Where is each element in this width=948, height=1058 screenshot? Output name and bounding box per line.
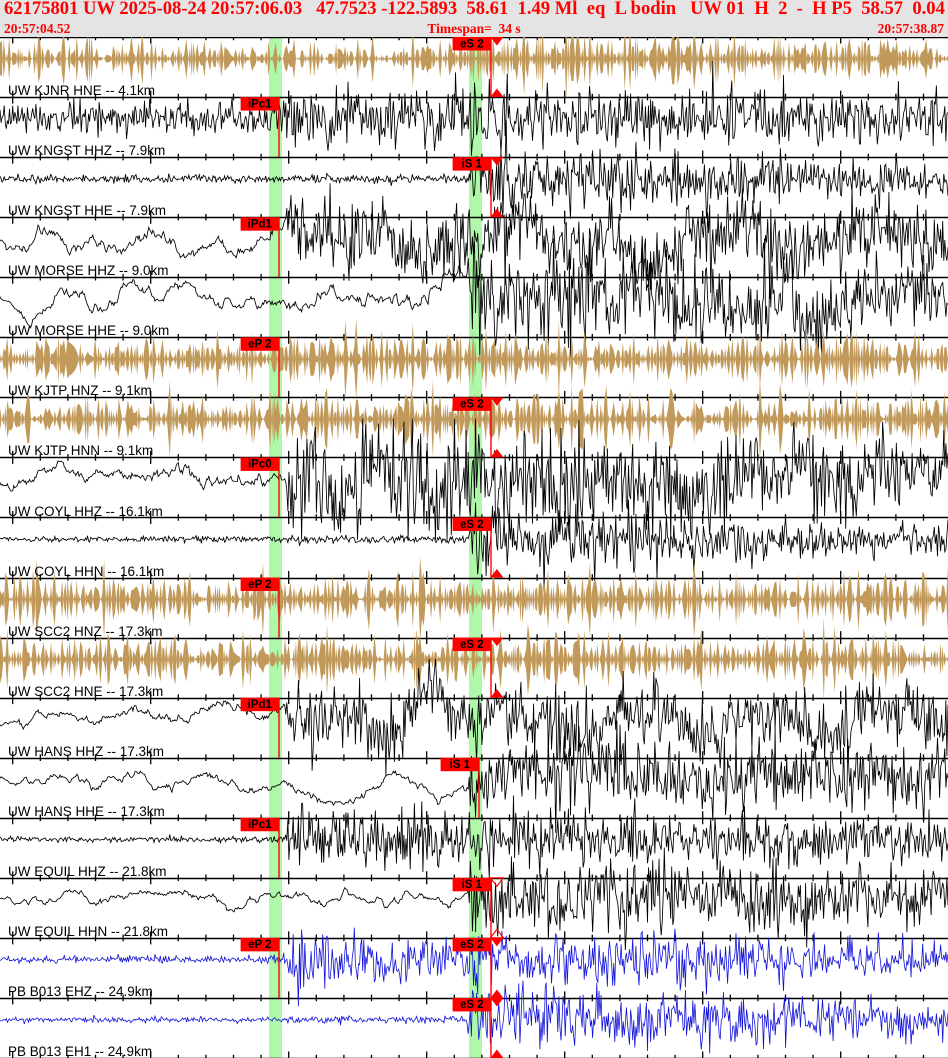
svg-text:iPc1: iPc1	[248, 98, 272, 110]
svg-text:iPd1: iPd1	[248, 218, 273, 230]
svg-text:eS 2: eS 2	[460, 519, 484, 531]
svg-text:iPc0: iPc0	[248, 459, 272, 471]
svg-text:iS 1: iS 1	[462, 158, 483, 170]
svg-text:eS 2: eS 2	[460, 999, 484, 1011]
svg-text:eS 2: eS 2	[460, 399, 484, 411]
svg-text:eS 2: eS 2	[460, 939, 484, 951]
svg-text:iS 1: iS 1	[462, 879, 483, 891]
svg-text:eP 2: eP 2	[248, 939, 271, 951]
svg-text:eP 2: eP 2	[248, 579, 271, 591]
svg-text:eS 2: eS 2	[460, 38, 484, 50]
svg-text:eS 2: eS 2	[460, 639, 484, 651]
svg-text:iPd1: iPd1	[248, 699, 273, 711]
svg-text:eP 2: eP 2	[248, 339, 271, 351]
svg-text:iPc1: iPc1	[248, 819, 272, 831]
svg-text:iS 1: iS 1	[450, 759, 471, 771]
